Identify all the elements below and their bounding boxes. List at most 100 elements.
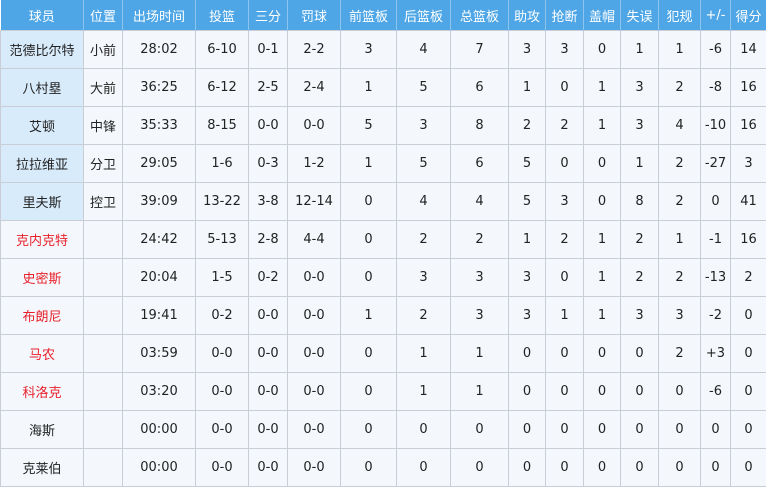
stat-cell-三分: 0-0 — [249, 335, 288, 373]
player-name[interactable]: 克内克特 — [1, 221, 84, 259]
player-name[interactable]: 里夫斯 — [1, 183, 84, 221]
stat-cell-助攻: 0 — [509, 373, 546, 411]
player-name[interactable]: 史密斯 — [1, 259, 84, 297]
column-header[interactable]: 得分 — [731, 0, 766, 31]
column-header[interactable]: 前篮板 — [341, 0, 397, 31]
stat-cell-三分: 0-0 — [249, 411, 288, 449]
stat-cell-前篮板: 1 — [341, 145, 397, 183]
stat-cell-三分: 0-0 — [249, 449, 288, 487]
stat-cell-+/-: 0 — [701, 449, 731, 487]
stat-cell-助攻: 3 — [509, 297, 546, 335]
column-header[interactable]: 出场时间 — [123, 0, 196, 31]
player-name[interactable]: 马农 — [1, 335, 84, 373]
stat-cell-罚球: 0-0 — [288, 335, 341, 373]
stat-cell-总篮板: 2 — [451, 221, 509, 259]
stat-cell-犯规: 0 — [659, 373, 701, 411]
column-header[interactable]: +/- — [701, 0, 731, 31]
column-header[interactable]: 失误 — [621, 0, 659, 31]
player-name[interactable]: 海斯 — [1, 411, 84, 449]
stat-cell-+/-: 0 — [701, 411, 731, 449]
stat-cell-前篮板: 3 — [341, 31, 397, 69]
stat-cell-得分: 0 — [731, 373, 766, 411]
stat-cell-+/-: -10 — [701, 107, 731, 145]
stat-cell-出场时间: 36:25 — [123, 69, 196, 107]
stat-cell-抢断: 0 — [546, 449, 584, 487]
column-header[interactable]: 抢断 — [546, 0, 584, 31]
stat-cell-前篮板: 0 — [341, 411, 397, 449]
stat-cell-总篮板: 4 — [451, 183, 509, 221]
stat-cell-位置: 中锋 — [84, 107, 123, 145]
stat-cell-三分: 0-0 — [249, 107, 288, 145]
stat-cell-总篮板: 7 — [451, 31, 509, 69]
stat-cell-罚球: 2-2 — [288, 31, 341, 69]
stat-cell-投篮: 0-2 — [196, 297, 249, 335]
stat-cell-得分: 0 — [731, 411, 766, 449]
stat-cell-投篮: 0-0 — [196, 335, 249, 373]
stat-cell-投篮: 0-0 — [196, 411, 249, 449]
stat-cell-后篮板: 1 — [397, 335, 451, 373]
stat-cell-罚球: 12-14 — [288, 183, 341, 221]
stat-cell-抢断: 3 — [546, 31, 584, 69]
stat-cell-位置 — [84, 373, 123, 411]
stat-cell-助攻: 0 — [509, 411, 546, 449]
player-name[interactable]: 八村塁 — [1, 69, 84, 107]
stat-cell-前篮板: 1 — [341, 69, 397, 107]
stat-cell-投篮: 6-12 — [196, 69, 249, 107]
stat-cell-总篮板: 0 — [451, 449, 509, 487]
column-header[interactable]: 犯规 — [659, 0, 701, 31]
column-header[interactable]: 三分 — [249, 0, 288, 31]
stat-cell-盖帽: 0 — [584, 449, 621, 487]
stat-cell-得分: 0 — [731, 297, 766, 335]
column-header[interactable]: 后篮板 — [397, 0, 451, 31]
stat-cell-助攻: 3 — [509, 31, 546, 69]
stat-cell-抢断: 0 — [546, 373, 584, 411]
stat-cell-失误: 2 — [621, 259, 659, 297]
column-header[interactable]: 盖帽 — [584, 0, 621, 31]
stat-cell-后篮板: 4 — [397, 183, 451, 221]
stat-cell-助攻: 1 — [509, 69, 546, 107]
stat-cell-位置: 大前 — [84, 69, 123, 107]
stat-cell-犯规: 2 — [659, 259, 701, 297]
stat-cell-后篮板: 4 — [397, 31, 451, 69]
stat-cell-助攻: 5 — [509, 183, 546, 221]
stat-cell-犯规: 2 — [659, 69, 701, 107]
stat-cell-助攻: 2 — [509, 107, 546, 145]
player-name[interactable]: 克莱伯 — [1, 449, 84, 487]
stat-cell-后篮板: 0 — [397, 449, 451, 487]
stat-cell-失误: 0 — [621, 411, 659, 449]
player-name[interactable]: 范德比尔特 — [1, 31, 84, 69]
player-name[interactable]: 科洛克 — [1, 373, 84, 411]
stat-cell-犯规: 4 — [659, 107, 701, 145]
column-header[interactable]: 助攻 — [509, 0, 546, 31]
stat-cell-总篮板: 6 — [451, 69, 509, 107]
column-header[interactable]: 罚球 — [288, 0, 341, 31]
stat-cell-犯规: 2 — [659, 145, 701, 183]
column-header[interactable]: 位置 — [84, 0, 123, 31]
stat-cell-失误: 1 — [621, 145, 659, 183]
stat-cell-助攻: 3 — [509, 259, 546, 297]
stat-cell-位置 — [84, 411, 123, 449]
stat-cell-三分: 0-2 — [249, 259, 288, 297]
stat-cell-犯规: 1 — [659, 221, 701, 259]
stat-cell-后篮板: 5 — [397, 69, 451, 107]
column-header[interactable]: 投篮 — [196, 0, 249, 31]
player-name[interactable]: 布朗尼 — [1, 297, 84, 335]
player-name[interactable]: 艾顿 — [1, 107, 84, 145]
stat-cell-得分: 2 — [731, 259, 766, 297]
column-header[interactable]: 球员 — [1, 0, 84, 31]
stat-cell-三分: 0-1 — [249, 31, 288, 69]
stat-cell-投篮: 13-22 — [196, 183, 249, 221]
stat-cell-失误: 0 — [621, 373, 659, 411]
stat-cell-犯规: 2 — [659, 183, 701, 221]
player-name[interactable]: 拉拉维亚 — [1, 145, 84, 183]
column-header[interactable]: 总篮板 — [451, 0, 509, 31]
stat-cell-出场时间: 28:02 — [123, 31, 196, 69]
stat-cell-助攻: 1 — [509, 221, 546, 259]
stat-cell-位置: 控卫 — [84, 183, 123, 221]
stat-cell-盖帽: 1 — [584, 221, 621, 259]
